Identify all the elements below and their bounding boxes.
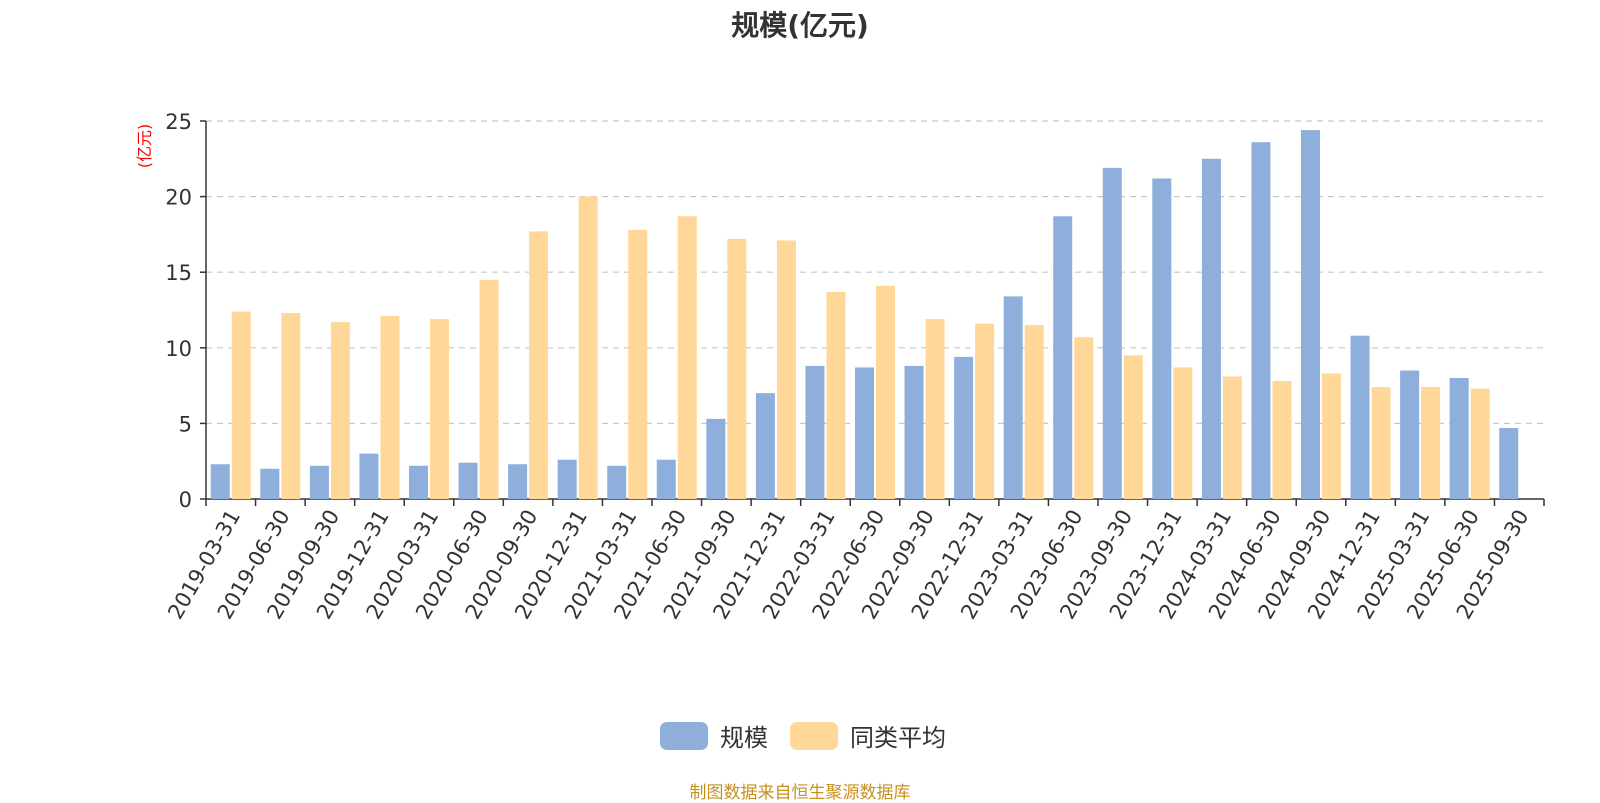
legend: 规模 同类平均 bbox=[0, 718, 1600, 758]
data-source-note: 制图数据来自恒生聚源数据库 bbox=[0, 778, 1600, 803]
bar-scale bbox=[607, 466, 626, 499]
bar-scale bbox=[310, 466, 329, 499]
bar-category-average bbox=[331, 322, 350, 499]
bar-category-average bbox=[281, 313, 300, 499]
bar-scale bbox=[954, 357, 973, 499]
bar-category-average bbox=[1223, 377, 1242, 499]
bar-category-average bbox=[1272, 381, 1291, 499]
bar-category-average bbox=[678, 216, 697, 499]
bar-scale bbox=[756, 393, 775, 499]
y-tick-label: 15 bbox=[165, 261, 192, 285]
y-tick-label: 0 bbox=[179, 488, 192, 512]
bar-category-average bbox=[628, 230, 647, 499]
y-tick-label: 5 bbox=[179, 412, 192, 436]
bar-scale bbox=[409, 466, 428, 499]
bar-scale bbox=[1004, 296, 1023, 499]
bar-category-average bbox=[579, 197, 598, 499]
bar-category-average bbox=[777, 240, 796, 499]
bar-scale bbox=[805, 366, 824, 499]
bar-scale bbox=[905, 366, 924, 499]
legend-swatch-avg bbox=[790, 722, 838, 750]
bar-chart: 0510152025(亿元)2019-03-312019-06-302019-0… bbox=[0, 0, 1600, 800]
legend-item-scale[interactable]: 规模 bbox=[660, 718, 768, 753]
legend-label-scale: 规模 bbox=[720, 718, 768, 753]
bar-category-average bbox=[529, 231, 548, 499]
legend-swatch-scale bbox=[660, 722, 708, 750]
bar-scale bbox=[558, 460, 577, 499]
bar-category-average bbox=[1372, 387, 1391, 499]
bar-scale bbox=[1152, 178, 1171, 499]
bar-category-average bbox=[380, 316, 399, 499]
bar-scale bbox=[211, 464, 230, 499]
bar-category-average bbox=[1074, 337, 1093, 499]
bar-scale bbox=[1351, 336, 1370, 499]
bar-scale bbox=[1103, 168, 1122, 499]
y-tick-label: 20 bbox=[165, 186, 192, 210]
bar-scale bbox=[1251, 142, 1270, 499]
bar-scale bbox=[1202, 159, 1221, 499]
bar-scale bbox=[1499, 428, 1518, 499]
y-tick-label: 10 bbox=[165, 337, 192, 361]
bar-category-average bbox=[1025, 325, 1044, 499]
legend-item-avg[interactable]: 同类平均 bbox=[790, 718, 946, 753]
bar-category-average bbox=[975, 324, 994, 499]
bar-scale bbox=[359, 454, 378, 499]
legend-label-avg: 同类平均 bbox=[850, 718, 946, 753]
bar-category-average bbox=[1322, 374, 1341, 499]
bar-category-average bbox=[232, 312, 251, 499]
bar-category-average bbox=[430, 319, 449, 499]
bar-category-average bbox=[1124, 355, 1143, 499]
bar-category-average bbox=[1471, 389, 1490, 499]
bar-scale bbox=[1053, 216, 1072, 499]
bar-category-average bbox=[926, 319, 945, 499]
y-tick-label: 25 bbox=[165, 110, 192, 134]
bar-scale bbox=[459, 463, 478, 499]
bar-category-average bbox=[727, 239, 746, 499]
bar-category-average bbox=[1173, 367, 1192, 499]
bar-scale bbox=[508, 464, 527, 499]
bar-scale bbox=[855, 367, 874, 499]
bar-scale bbox=[706, 419, 725, 499]
bar-category-average bbox=[480, 280, 499, 499]
bar-scale bbox=[260, 469, 279, 499]
bar-category-average bbox=[876, 286, 895, 499]
y-axis-unit-label: (亿元) bbox=[135, 124, 154, 169]
bar-scale bbox=[1400, 370, 1419, 499]
bar-scale bbox=[1301, 130, 1320, 499]
bar-scale bbox=[657, 460, 676, 499]
bar-category-average bbox=[1421, 387, 1440, 499]
bar-category-average bbox=[826, 292, 845, 499]
bar-scale bbox=[1450, 378, 1469, 499]
